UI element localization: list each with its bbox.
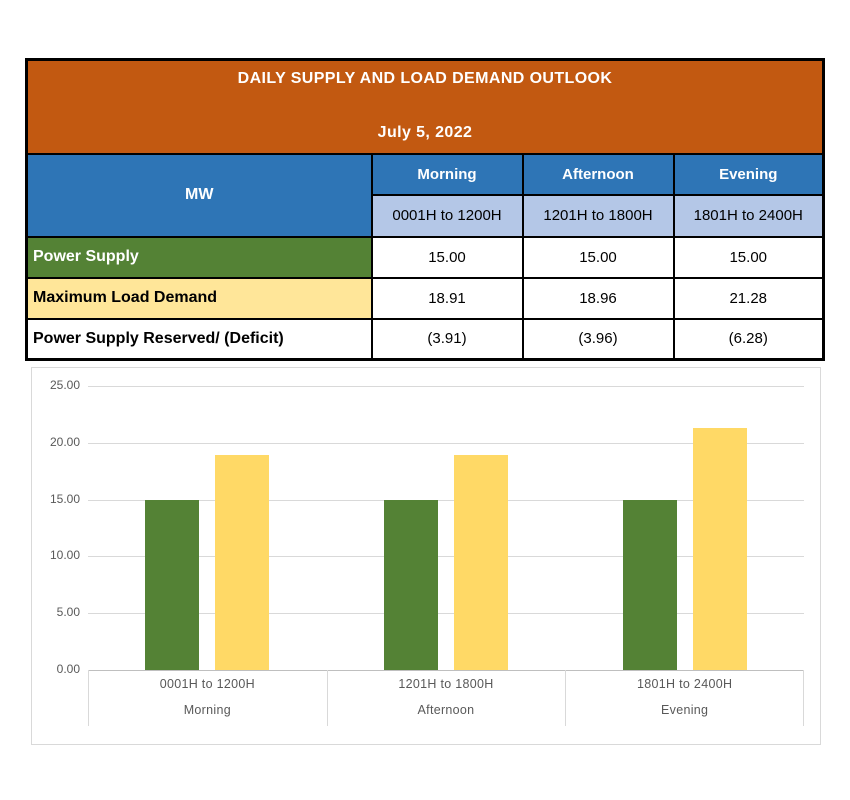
bar-maximum-load-demand-afternoon (454, 454, 508, 670)
period-header-evening: Evening (672, 152, 825, 196)
value-cell: (6.28) (672, 317, 825, 361)
category-axis: 0001H to 1200H Morning 1201H to 1800H After… (88, 670, 804, 726)
table-row-power-supply: Power Supply 15.00 15.00 15.00 (25, 235, 825, 279)
gridline (88, 386, 804, 387)
y-axis-tick-label: 25.00 (49, 378, 80, 392)
table-title: DAILY SUPPLY AND LOAD DEMAND OUTLOOK (237, 69, 613, 87)
value-cell: (3.96) (521, 317, 675, 361)
value-cell: 15.00 (521, 235, 675, 279)
category-period-label: Morning (183, 703, 231, 717)
category-time-range-label: 0001H to 1200H (159, 677, 255, 691)
value-cell: (3.91) (370, 317, 524, 361)
category-label-morning: 0001H to 1200H Morning (88, 670, 327, 726)
table-row-reserve-deficit: Power Supply Reserved/ (Deficit) (3.91) … (25, 317, 825, 361)
gridline (88, 613, 804, 615)
value-cell: 15.00 (672, 235, 825, 279)
value-cell: 21.28 (672, 276, 825, 320)
row-label-reserve-deficit: Power Supply Reserved/ (Deficit) (25, 317, 373, 361)
category-separator-line (803, 670, 804, 726)
table-row: DAILY SUPPLY AND LOAD DEMAND OUTLOOK Jul… (25, 58, 825, 155)
bar-power-supply-afternoon (384, 499, 438, 670)
table-date: July 5, 2022 (377, 123, 473, 141)
x-axis-line (88, 670, 804, 671)
bar-chart: 0001H to 1200H Morning 1201H to 1800H After… (31, 367, 821, 745)
row-label-max-load-demand: Maximum Load Demand (25, 276, 373, 320)
value-cell: 15.00 (370, 235, 524, 279)
period-header-afternoon: Afternoon (521, 152, 675, 196)
y-axis-tick-label: 10.00 (49, 548, 80, 563)
unit-header-cell: MW (25, 152, 373, 238)
table-row-max-load-demand: Maximum Load Demand 18.91 18.96 21.28 (25, 276, 825, 320)
table-row: 0001H to 1200H 1201H to 1800H 1801H to 2… (27, 193, 825, 238)
title-banner: DAILY SUPPLY AND LOAD DEMAND OUTLOOK Jul… (25, 58, 825, 155)
row-label-power-supply: Power Supply (25, 235, 373, 279)
category-label-afternoon: 1201H to 1800H Afternoon (327, 670, 566, 726)
gridline (88, 556, 804, 558)
y-axis-tick-label: 20.00 (49, 434, 80, 449)
category-period-label: Evening (661, 703, 709, 717)
bar-maximum-load-demand-morning (215, 455, 270, 670)
plot-area (88, 386, 804, 671)
category-separator-line (326, 670, 328, 726)
daily-outlook-table: DAILY SUPPLY AND LOAD DEMAND OUTLOOK Jul… (25, 58, 825, 361)
category-separator-line (565, 670, 567, 726)
category-label-evening: 1801H to 2400H Evening (565, 670, 804, 726)
value-cell: 18.91 (370, 276, 524, 320)
y-axis-tick-label: 5.00 (56, 605, 80, 620)
bar-maximum-load-demand-evening (692, 428, 747, 670)
category-time-range-label: 1201H to 1800H (398, 677, 494, 691)
bar-power-supply-evening (622, 499, 677, 670)
time-range-afternoon: 1201H to 1800H (521, 193, 675, 238)
gridline (88, 442, 804, 444)
time-range-evening: 1801H to 2400H (672, 193, 825, 238)
period-header-morning: Morning (370, 152, 524, 196)
category-time-range-label: 1801H to 2400H (637, 677, 733, 691)
category-period-label: Afternoon (417, 703, 475, 717)
table-row: MW Morning Afternoon Evening (25, 152, 825, 238)
time-range-morning: 0001H to 1200H (370, 193, 524, 238)
value-cell: 18.96 (521, 276, 675, 320)
y-axis-tick-label: 15.00 (49, 491, 80, 506)
category-separator-line (88, 670, 89, 726)
bar-power-supply-morning (145, 499, 200, 670)
y-axis-tick-label: 0.00 (56, 662, 80, 676)
gridline (88, 499, 804, 501)
